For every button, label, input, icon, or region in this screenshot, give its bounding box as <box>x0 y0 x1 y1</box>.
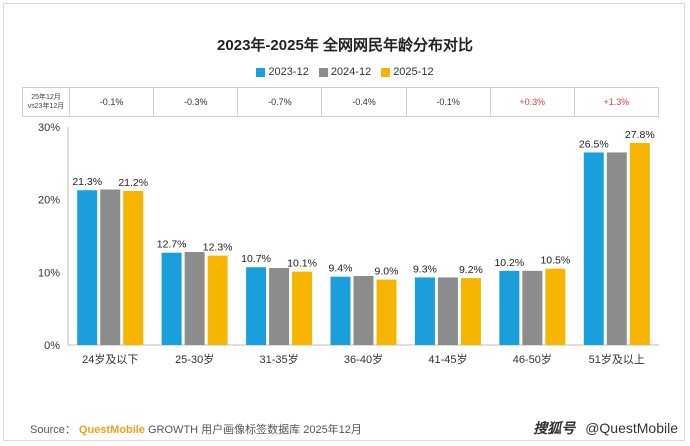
bar <box>292 271 313 345</box>
watermark-right: 搜狐号 @QuestMobile <box>533 418 678 438</box>
diff-table: 25年12月 vs23年12月 -0.1% -0.3% -0.7% -0.4% … <box>22 87 660 117</box>
bar <box>100 189 121 345</box>
x-tick-label: 36-40岁 <box>344 352 383 366</box>
bar <box>629 142 650 345</box>
x-tick-label: 31-35岁 <box>260 352 299 366</box>
bar <box>583 152 604 345</box>
legend-label-2023: 2023-12 <box>268 66 309 78</box>
bar <box>499 270 520 345</box>
data-label: 9.2% <box>459 264 483 276</box>
bar <box>353 275 374 345</box>
source-brand: QuestMobile <box>78 424 145 436</box>
diff-row: 25年12月 vs23年12月 -0.1% -0.3% -0.7% -0.4% … <box>22 87 660 117</box>
diff-header-line1: 25年12月 <box>31 94 61 101</box>
source-note: Source： QuestMobile GROWTH 用户画像标签数据库 202… <box>30 421 362 437</box>
diff-cell: -0.1% <box>405 87 491 117</box>
bar <box>376 279 397 345</box>
diff-cell: -0.4% <box>321 87 407 117</box>
y-tick-label: 30% <box>38 122 60 134</box>
data-label: 9.4% <box>329 263 353 275</box>
bar <box>414 277 435 345</box>
bar <box>123 190 144 345</box>
bar <box>330 276 351 345</box>
data-label: 9.3% <box>413 263 437 275</box>
bar <box>246 267 267 345</box>
watermark-logo: 搜狐号 <box>533 420 576 436</box>
y-tick-label: 10% <box>38 267 60 279</box>
data-label: 12.3% <box>203 242 233 254</box>
data-label: 10.2% <box>494 257 524 269</box>
y-tick-label: 20% <box>38 195 60 207</box>
chart-legend: 2023-12 2024-12 2025-12 <box>0 66 690 78</box>
legend-label-2024: 2024-12 <box>330 66 372 78</box>
source-prefix: Source： <box>30 424 76 436</box>
data-label: 10.7% <box>241 253 271 265</box>
x-tick-label: 41-45岁 <box>428 352 467 366</box>
bar <box>606 152 627 345</box>
x-tick-label: 24岁及以下 <box>82 352 138 366</box>
bar <box>269 267 290 345</box>
x-tick-label: 25-30岁 <box>175 352 214 366</box>
diff-header: 25年12月 vs23年12月 <box>22 87 70 117</box>
data-label: 10.1% <box>287 258 317 270</box>
data-label: 12.7% <box>157 239 187 251</box>
source-text: GROWTH 用户画像标签数据库 2025年12月 <box>148 424 362 436</box>
chart-title: 2023年-2025年 全网网民年龄分布对比 <box>217 37 473 54</box>
diff-cell: -0.1% <box>68 87 155 117</box>
legend-label-2025: 2025-12 <box>393 66 434 78</box>
bar <box>207 255 228 345</box>
legend-swatch-2025 <box>381 67 391 77</box>
data-label: 27.8% <box>625 129 655 141</box>
legend-swatch-2024 <box>318 67 328 77</box>
diff-header-line2: vs23年12月 <box>27 103 65 110</box>
data-label: 9.0% <box>375 266 399 278</box>
bar <box>184 251 205 345</box>
bar <box>77 190 98 345</box>
legend-item-2025: 2025-12 <box>381 66 434 78</box>
legend-item-2024: 2024-12 <box>318 66 372 78</box>
bar <box>161 252 182 345</box>
diff-cell: +1.3% <box>573 87 660 117</box>
watermark-text: @QuestMobile <box>585 420 678 436</box>
x-tick-label: 51岁及以上 <box>589 352 645 366</box>
bar <box>522 270 543 345</box>
data-label: 26.5% <box>579 138 609 150</box>
bar <box>545 268 566 345</box>
diff-cell: -0.3% <box>153 87 239 117</box>
diff-cell: -0.7% <box>237 87 323 117</box>
legend-swatch-2023 <box>256 67 266 77</box>
y-tick-label: 0% <box>44 340 60 352</box>
chart-frame <box>3 3 685 441</box>
data-label: 10.5% <box>540 255 570 267</box>
data-label: 21.2% <box>118 177 148 189</box>
bar <box>460 278 481 345</box>
data-label: 21.3% <box>72 176 102 188</box>
legend-item-2023: 2023-12 <box>256 66 309 78</box>
x-tick-label: 46-50岁 <box>513 352 552 366</box>
bar <box>437 277 458 345</box>
